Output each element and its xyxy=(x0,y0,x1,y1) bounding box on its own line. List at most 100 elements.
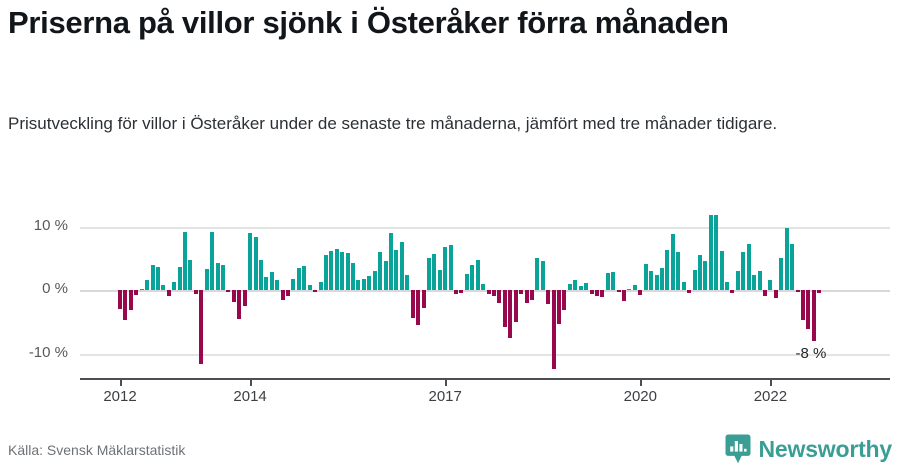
bar xyxy=(313,290,318,292)
bar xyxy=(258,260,263,290)
bar xyxy=(714,215,719,290)
bar xyxy=(394,249,399,290)
page-title: Priserna på villor sjönk i Österåker för… xyxy=(8,5,729,40)
bar xyxy=(573,280,578,290)
bar xyxy=(594,290,599,297)
x-axis-tick xyxy=(640,380,643,386)
bar xyxy=(199,290,204,364)
bar xyxy=(475,259,480,290)
bar xyxy=(464,274,469,290)
bar xyxy=(410,290,415,318)
bar xyxy=(118,290,122,310)
bar xyxy=(752,275,757,290)
bar xyxy=(535,258,540,290)
bar xyxy=(486,290,491,294)
bar xyxy=(481,283,486,290)
bar xyxy=(687,290,692,294)
gridline xyxy=(80,353,890,356)
bar xyxy=(248,232,253,290)
bar-chart-pin-icon xyxy=(725,434,751,464)
x-axis-tick-label: 2012 xyxy=(103,388,137,405)
bar xyxy=(762,290,767,297)
bar xyxy=(557,290,562,324)
y-axis-tick-label: -10 % xyxy=(28,343,68,361)
bar xyxy=(296,268,301,290)
bar xyxy=(497,290,502,303)
bar xyxy=(166,290,171,297)
gridline xyxy=(80,226,890,229)
x-axis-tick-label: 2020 xyxy=(623,388,657,405)
bar xyxy=(741,251,746,290)
bar xyxy=(183,231,188,290)
y-axis-tick-label: 0 % xyxy=(42,280,68,297)
bar xyxy=(513,290,518,322)
bar xyxy=(632,284,637,290)
bar xyxy=(220,265,225,290)
bar xyxy=(459,290,464,293)
bar xyxy=(134,290,139,296)
bar xyxy=(405,274,410,290)
bar xyxy=(605,273,610,290)
bar xyxy=(421,290,426,308)
gridline xyxy=(80,290,890,292)
bar xyxy=(161,284,166,290)
bar xyxy=(703,261,708,290)
bar xyxy=(340,251,345,290)
bar xyxy=(551,290,556,369)
bar xyxy=(784,227,789,290)
bar xyxy=(286,290,291,297)
bar xyxy=(269,272,274,290)
bar xyxy=(681,281,686,290)
bar xyxy=(242,290,247,306)
bar xyxy=(188,259,193,290)
bar xyxy=(432,254,437,290)
bar-series xyxy=(80,196,890,376)
bar xyxy=(519,290,524,295)
bar xyxy=(323,255,328,290)
bar xyxy=(351,263,356,290)
bar xyxy=(692,270,697,290)
x-axis-tick-label: 2017 xyxy=(428,388,462,405)
bar xyxy=(622,290,627,301)
bar xyxy=(627,288,632,290)
bar xyxy=(361,279,366,290)
bar xyxy=(795,290,800,292)
bar xyxy=(155,266,160,290)
x-axis-tick xyxy=(770,380,773,386)
bar xyxy=(389,232,393,290)
bar xyxy=(546,290,551,304)
bar xyxy=(172,282,177,290)
x-axis-tick xyxy=(120,380,122,386)
bar xyxy=(345,252,350,290)
x-axis-tick-label: 2014 xyxy=(233,388,267,405)
bar xyxy=(139,288,144,290)
bar xyxy=(643,263,648,290)
bar xyxy=(670,234,675,290)
bar xyxy=(280,290,285,301)
bar xyxy=(567,283,572,290)
bar xyxy=(584,283,589,290)
bar xyxy=(302,265,307,290)
bar xyxy=(150,264,155,290)
bar xyxy=(378,251,383,290)
bar xyxy=(508,290,513,338)
bar xyxy=(356,279,361,290)
bar xyxy=(665,249,670,290)
bar xyxy=(524,290,529,303)
bar xyxy=(735,270,740,290)
bar xyxy=(562,290,567,311)
bar xyxy=(318,281,323,290)
bar xyxy=(616,290,621,292)
bar xyxy=(660,267,664,290)
bar xyxy=(491,290,496,297)
plot-area xyxy=(80,196,890,376)
bar xyxy=(746,243,751,290)
bar xyxy=(649,270,654,290)
bar xyxy=(448,244,453,290)
bar xyxy=(757,270,762,290)
footer: Källa: Svensk Mäklarstatistik Newsworthy xyxy=(0,432,900,474)
x-axis-tick xyxy=(250,380,253,386)
bar xyxy=(372,270,377,290)
bar xyxy=(589,290,594,295)
